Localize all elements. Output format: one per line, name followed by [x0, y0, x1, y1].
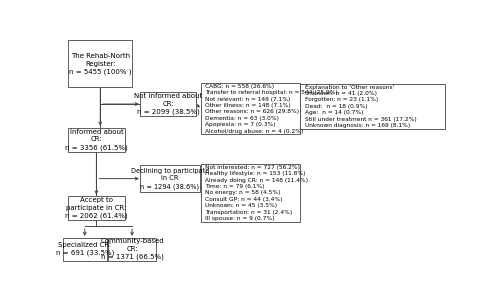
FancyBboxPatch shape	[68, 128, 124, 152]
Text: CABG: n = 558 (26.6%)
Transfer to referral hospital: n = 544 (25.9%)
Not relevan: CABG: n = 558 (26.6%) Transfer to referr…	[206, 84, 338, 134]
FancyBboxPatch shape	[68, 196, 124, 221]
Text: Specialized CR:
n = 691 (33.5%): Specialized CR: n = 691 (33.5%)	[56, 242, 114, 256]
FancyBboxPatch shape	[108, 238, 156, 261]
FancyBboxPatch shape	[140, 92, 196, 116]
Text: Accept to
participate in CR:
n = 2062 (61.4%): Accept to participate in CR: n = 2062 (6…	[65, 198, 128, 219]
FancyBboxPatch shape	[62, 238, 107, 261]
Text: Community-based
CR:
n = 1371 (66.5%): Community-based CR: n = 1371 (66.5%)	[100, 238, 164, 260]
Text: Declining to participate
in CR
n = 1294 (38.6%): Declining to participate in CR n = 1294 …	[131, 167, 209, 190]
Text: Explanation to 'Other reasons'
Unknown: n = 41 (2.0%)
Forgotten: n = 23 (1.1%)
D: Explanation to 'Other reasons' Unknown: …	[304, 85, 416, 128]
FancyBboxPatch shape	[68, 40, 132, 87]
FancyBboxPatch shape	[300, 84, 446, 129]
Text: The Rehab-North
Register:
n = 5455 (100% ): The Rehab-North Register: n = 5455 (100%…	[69, 53, 132, 75]
FancyBboxPatch shape	[140, 165, 200, 192]
FancyBboxPatch shape	[201, 83, 300, 134]
Text: Not informed about
CR:
n = 2099 (38.5%): Not informed about CR: n = 2099 (38.5%)	[134, 93, 202, 115]
Text: Not interested: n = 727 (56.2%)
Healthy lifestyle: n = 153 (11.8%)
Already doing: Not interested: n = 727 (56.2%) Healthy …	[206, 165, 308, 221]
FancyBboxPatch shape	[201, 164, 300, 222]
Text: Informed about
CR:
n = 3356 (61.5%): Informed about CR: n = 3356 (61.5%)	[65, 129, 128, 150]
